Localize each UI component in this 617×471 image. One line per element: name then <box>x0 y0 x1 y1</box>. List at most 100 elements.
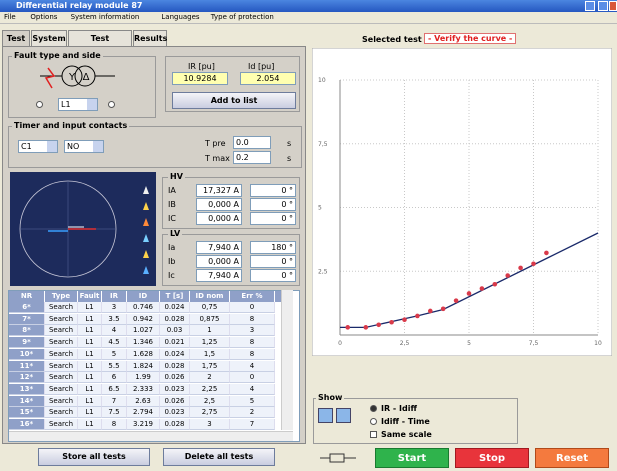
horizontal-scrollbar[interactable] <box>9 431 293 441</box>
cell: 1.628 <box>127 348 160 360</box>
column-header: Err % <box>230 291 275 302</box>
test-point <box>531 261 536 267</box>
tpre-input[interactable]: 0.0 <box>233 136 271 149</box>
cell: 0.023 <box>160 407 190 419</box>
maximize-button[interactable] <box>598 1 608 11</box>
delete-button[interactable]: Delete all tests <box>163 448 275 466</box>
y-tick-label: 5 <box>318 205 322 212</box>
contact-type-dropdown[interactable]: NO <box>64 140 104 153</box>
cell: L1 <box>78 337 102 349</box>
current-value: 0,000 A <box>196 212 242 225</box>
tpre-label: T pre <box>205 139 226 148</box>
column-header: ID nom <box>190 291 230 302</box>
channel-label: Ia <box>168 243 176 252</box>
cell: 0,75 <box>190 302 230 313</box>
angle-value: 180 ° <box>250 241 296 254</box>
test-point <box>402 317 407 323</box>
phase-dropdown[interactable]: L1 <box>58 98 98 111</box>
radio-hv[interactable] <box>36 101 43 108</box>
cell: L1 <box>78 383 102 395</box>
tab[interactable]: System <box>31 30 67 46</box>
cell: 0 <box>230 372 275 384</box>
start-button[interactable]: Start <box>375 448 449 468</box>
cell: 2.333 <box>127 383 160 395</box>
zoom-in-button[interactable] <box>318 408 333 423</box>
checkbox[interactable] <box>370 431 377 438</box>
angle-value: 0 ° <box>250 269 296 282</box>
current-value: 17,327 A <box>196 184 242 197</box>
show-group <box>313 398 518 444</box>
selected-label: Selected test <box>362 35 422 44</box>
tab[interactable]: Results <box>133 30 167 46</box>
radio[interactable] <box>370 418 377 425</box>
cell: 0.023 <box>160 383 190 395</box>
menu-item[interactable]: Type of protection <box>210 13 274 21</box>
cell: Search <box>45 360 78 372</box>
cell: 1 <box>190 325 230 337</box>
cell: 8 <box>230 313 275 325</box>
cell: L1 <box>78 360 102 372</box>
reset-button[interactable]: Reset <box>535 448 609 468</box>
cell: 0.024 <box>160 348 190 360</box>
row-header: 7* <box>9 313 45 325</box>
menu-bar: File Options System information Languages Ty… <box>0 12 617 24</box>
cell: 2,5 <box>190 395 230 407</box>
row-header: 13* <box>9 383 45 395</box>
option: IR - Idiff <box>381 404 417 413</box>
store-button[interactable]: Store all tests <box>38 448 150 466</box>
values-box <box>165 56 300 112</box>
y-tick-label: 10 <box>318 77 326 84</box>
group-frame <box>162 234 300 286</box>
vertical-scrollbar[interactable] <box>281 290 293 430</box>
close-button[interactable] <box>609 1 617 11</box>
tab[interactable]: Test Selection <box>68 30 132 58</box>
zoom-out-button[interactable] <box>336 408 351 423</box>
channel-label: IB <box>168 200 176 209</box>
menu-item[interactable]: Options <box>30 13 58 21</box>
unit: s <box>287 154 292 163</box>
dropdown-value: NO <box>67 142 80 151</box>
menu-item[interactable]: Languages <box>161 13 200 21</box>
cell: 3.5 <box>102 313 127 325</box>
cell: 3 <box>230 325 275 337</box>
angle-value: 0 ° <box>250 184 296 197</box>
angle-value: 0 ° <box>250 212 296 225</box>
option: Same scale <box>381 430 432 439</box>
unit: s <box>287 139 292 148</box>
x-tick-label: 2,5 <box>400 340 410 347</box>
cell: 7 <box>230 419 275 430</box>
x-tick-label: 7,5 <box>529 340 539 347</box>
ir-value: 10.9284 <box>172 72 228 85</box>
cell: 0.03 <box>160 325 190 337</box>
cell: Search <box>45 302 78 313</box>
test-point <box>479 286 485 291</box>
row-header: 15* <box>9 407 45 419</box>
row-header: 11* <box>9 360 45 372</box>
radio-selected[interactable] <box>370 405 377 412</box>
test-point <box>389 319 394 325</box>
stop-button[interactable]: Stop <box>455 448 529 468</box>
cell: 0 <box>230 302 275 313</box>
menu-item[interactable]: File <box>4 13 16 21</box>
test-point <box>466 291 472 296</box>
cell: 1,5 <box>190 348 230 360</box>
cell: 1,75 <box>190 360 230 372</box>
cell: 4 <box>102 325 127 337</box>
radio-lv[interactable] <box>108 101 115 108</box>
minimize-button[interactable] <box>585 1 595 11</box>
cell: Search <box>45 313 78 325</box>
cell: Search <box>45 325 78 337</box>
tmax-input[interactable]: 0.2 <box>233 151 271 164</box>
connection-icon <box>320 453 356 463</box>
add-button[interactable]: Add to list <box>172 92 296 109</box>
cell: L1 <box>78 407 102 419</box>
cell: Search <box>45 419 78 430</box>
menu-item[interactable]: System information <box>70 13 140 21</box>
tab[interactable]: Test <box>2 30 30 46</box>
row-header: 14* <box>9 395 45 407</box>
contact-dropdown[interactable]: C1 <box>18 140 58 153</box>
cell: 5.5 <box>102 360 127 372</box>
channel-label: Ic <box>168 271 175 280</box>
cell: 4.5 <box>102 337 127 349</box>
row-header: 16* <box>9 419 45 430</box>
